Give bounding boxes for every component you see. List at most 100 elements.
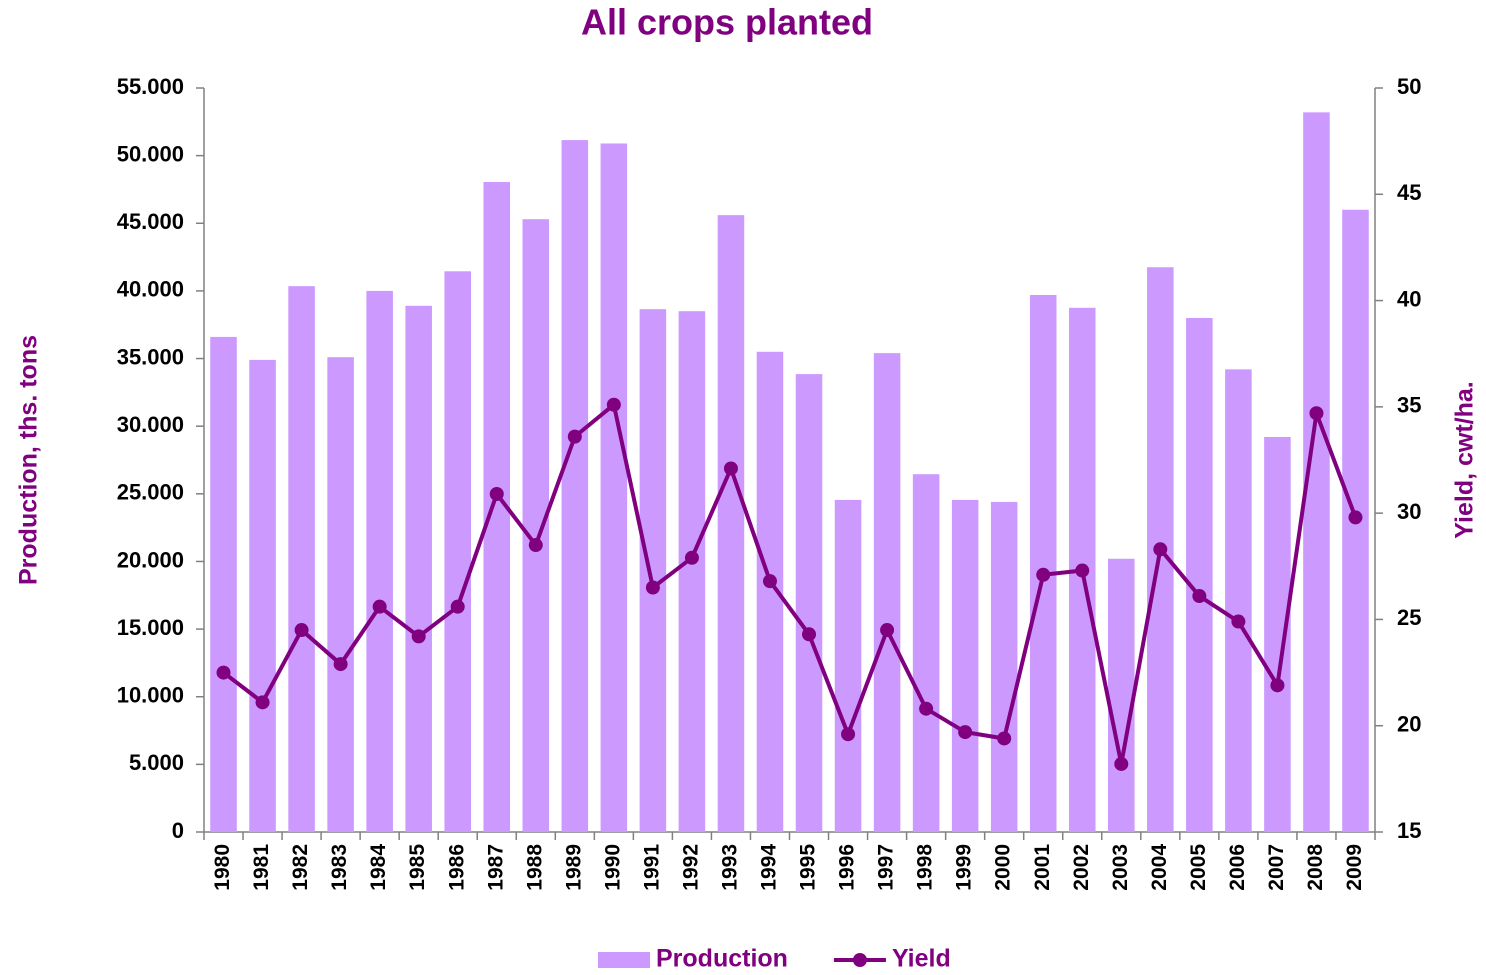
x-tick-label: 1982 <box>289 844 312 891</box>
bar <box>951 499 979 832</box>
point <box>645 580 660 595</box>
x-tick-label: 1993 <box>718 844 741 891</box>
point <box>1348 510 1363 525</box>
x-tick-label: 2009 <box>1343 844 1366 891</box>
point <box>255 695 270 710</box>
point <box>684 550 699 565</box>
y2-tick-label: 50 <box>1397 74 1421 99</box>
point <box>880 623 895 638</box>
x-tick-label: 1981 <box>250 844 273 891</box>
bar <box>1029 294 1057 832</box>
x-tick-label: 1980 <box>211 844 234 891</box>
point <box>294 623 309 638</box>
x-tick-label: 1988 <box>523 844 546 891</box>
bar <box>600 143 628 833</box>
bar <box>561 140 589 832</box>
y-tick-label: 40.000 <box>117 277 184 302</box>
x-tick-label: 1986 <box>445 844 468 891</box>
point <box>1036 567 1051 582</box>
point <box>1309 406 1324 421</box>
legend-label: Yield <box>892 945 951 973</box>
point <box>411 629 426 644</box>
point <box>372 599 387 614</box>
bar <box>912 474 940 832</box>
x-tick-label: 2005 <box>1187 844 1210 891</box>
bar <box>1186 317 1213 832</box>
x-tick-label: 1996 <box>836 844 859 891</box>
bar <box>249 359 276 832</box>
x-tick-label: 1990 <box>601 844 624 891</box>
point <box>1114 756 1129 771</box>
y-tick-label: 10.000 <box>117 683 184 708</box>
bar <box>327 357 354 832</box>
x-tick-label: 2000 <box>992 844 1015 891</box>
point <box>841 727 856 742</box>
y-tick-label: 35.000 <box>117 344 184 369</box>
bar <box>288 286 315 832</box>
point <box>1231 614 1246 629</box>
y-tick-label: 25.000 <box>117 480 184 505</box>
bar <box>717 215 745 832</box>
bar <box>405 305 432 833</box>
y-tick-label: 0 <box>172 818 184 843</box>
y2-tick-label: 20 <box>1397 712 1421 737</box>
x-tick-label: 1995 <box>797 844 820 891</box>
x-tick-label: 2003 <box>1109 844 1132 891</box>
point <box>333 657 348 672</box>
y-tick-label: 15.000 <box>117 615 184 640</box>
legend-marker <box>852 953 867 967</box>
y-axis-title: Production, ths. tons <box>15 335 43 585</box>
point <box>1153 542 1168 557</box>
point <box>1270 678 1285 693</box>
x-tick-label: 1994 <box>758 844 781 891</box>
point <box>958 725 973 740</box>
y2-tick-label: 30 <box>1397 499 1421 524</box>
y2-tick-label: 25 <box>1397 605 1421 630</box>
point <box>489 487 504 502</box>
x-tick-label: 1983 <box>328 844 351 891</box>
bar <box>834 499 862 832</box>
x-tick-label: 2007 <box>1265 844 1288 891</box>
point <box>450 599 465 614</box>
point <box>567 429 582 444</box>
y-tick-label: 45.000 <box>117 209 184 234</box>
x-tick-label: 1987 <box>484 844 507 891</box>
bar <box>1108 558 1135 832</box>
x-tick-label: 1989 <box>562 844 585 891</box>
bar <box>1225 369 1252 832</box>
bar <box>639 309 667 832</box>
x-tick-label: 2006 <box>1226 844 1249 891</box>
y-tick-label: 50.000 <box>117 141 184 166</box>
x-tick-label: 1999 <box>953 844 976 891</box>
y2-tick-label: 45 <box>1397 180 1421 205</box>
bar <box>366 290 393 833</box>
y2-axis-title: Yield, cwt/ha. <box>1451 381 1479 538</box>
legend-swatch <box>598 952 650 968</box>
x-tick-label: 1992 <box>679 844 702 891</box>
chart-title: All crops planted <box>581 2 873 43</box>
x-tick-label: 1985 <box>406 844 429 891</box>
x-tick-label: 2004 <box>1148 844 1171 891</box>
point <box>762 574 777 589</box>
point <box>802 627 817 642</box>
bar <box>873 353 901 832</box>
x-tick-label: 1998 <box>914 844 937 891</box>
point <box>997 731 1012 746</box>
x-tick-label: 2002 <box>1070 844 1093 891</box>
point <box>723 461 738 476</box>
y2-tick-label: 40 <box>1397 286 1421 311</box>
bar <box>444 271 471 832</box>
y2-tick-label: 35 <box>1397 393 1421 418</box>
point <box>1075 563 1090 578</box>
bar <box>990 501 1018 832</box>
bar <box>795 374 823 832</box>
bar <box>210 336 237 832</box>
x-tick-label: 2001 <box>1031 844 1054 891</box>
y-tick-label: 30.000 <box>117 412 184 437</box>
y-tick-label: 55.000 <box>117 74 184 99</box>
x-tick-label: 1997 <box>875 844 898 891</box>
point <box>216 665 231 680</box>
point <box>528 538 543 553</box>
x-tick-label: 2008 <box>1304 844 1327 891</box>
